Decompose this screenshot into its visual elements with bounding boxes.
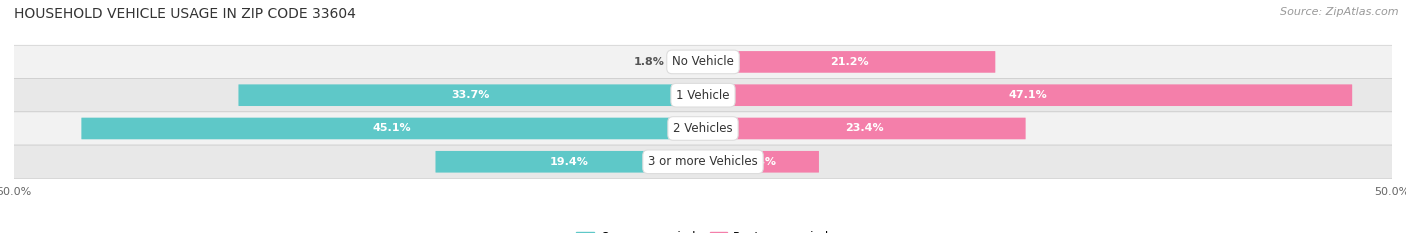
FancyBboxPatch shape — [436, 151, 703, 173]
FancyBboxPatch shape — [14, 45, 1392, 79]
Text: HOUSEHOLD VEHICLE USAGE IN ZIP CODE 33604: HOUSEHOLD VEHICLE USAGE IN ZIP CODE 3360… — [14, 7, 356, 21]
FancyBboxPatch shape — [703, 84, 1353, 106]
Text: 3 or more Vehicles: 3 or more Vehicles — [648, 155, 758, 168]
Text: 33.7%: 33.7% — [451, 90, 491, 100]
Text: 45.1%: 45.1% — [373, 123, 412, 134]
Text: 23.4%: 23.4% — [845, 123, 883, 134]
FancyBboxPatch shape — [82, 118, 703, 139]
FancyBboxPatch shape — [239, 84, 703, 106]
Text: No Vehicle: No Vehicle — [672, 55, 734, 69]
FancyBboxPatch shape — [703, 151, 818, 173]
Text: 1.8%: 1.8% — [634, 57, 665, 67]
FancyBboxPatch shape — [678, 51, 703, 73]
Text: 1 Vehicle: 1 Vehicle — [676, 89, 730, 102]
FancyBboxPatch shape — [14, 145, 1392, 178]
Legend: Owner-occupied, Renter-occupied: Owner-occupied, Renter-occupied — [572, 226, 834, 233]
Text: 19.4%: 19.4% — [550, 157, 589, 167]
Text: 47.1%: 47.1% — [1008, 90, 1047, 100]
Text: 2 Vehicles: 2 Vehicles — [673, 122, 733, 135]
Text: Source: ZipAtlas.com: Source: ZipAtlas.com — [1281, 7, 1399, 17]
FancyBboxPatch shape — [703, 51, 995, 73]
FancyBboxPatch shape — [703, 118, 1025, 139]
FancyBboxPatch shape — [14, 79, 1392, 112]
Text: 21.2%: 21.2% — [830, 57, 869, 67]
FancyBboxPatch shape — [14, 112, 1392, 145]
Text: 8.4%: 8.4% — [745, 157, 776, 167]
